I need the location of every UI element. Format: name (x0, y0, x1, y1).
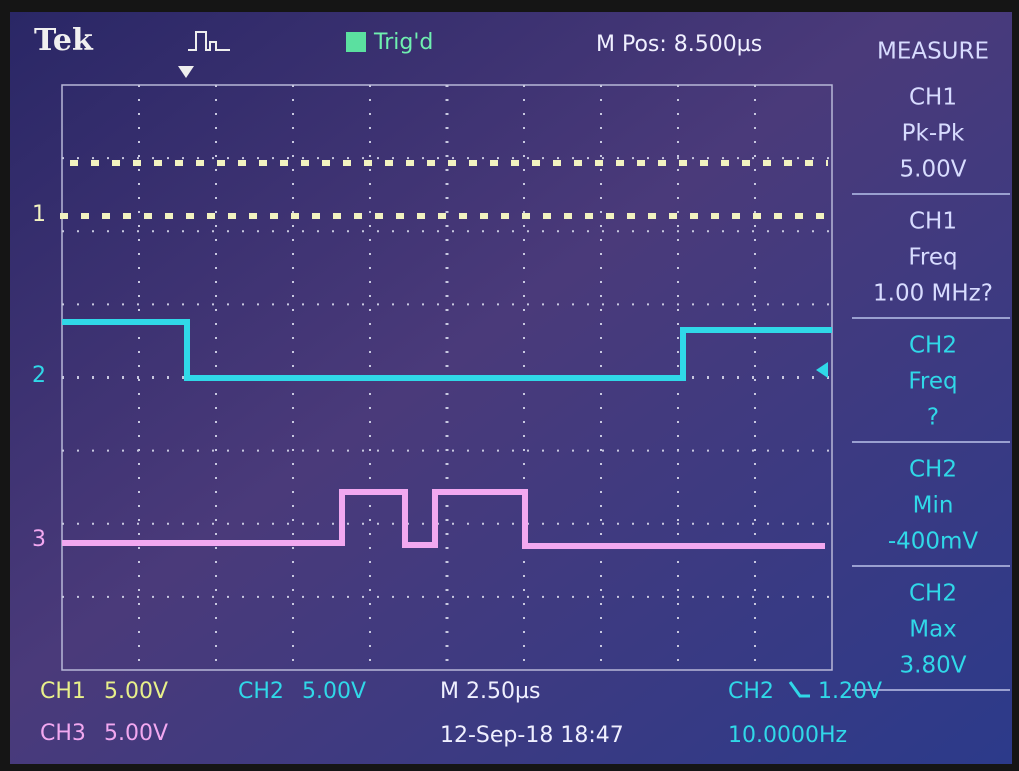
measure-source: CH1 (909, 85, 957, 111)
channel-marker: 2 (32, 363, 46, 388)
ch1-scale: 5.00V (104, 679, 168, 704)
ch3-scale: 5.00V (104, 721, 168, 746)
trigger-state: Trig'd (373, 30, 433, 55)
measure-type: Pk-Pk (902, 121, 965, 147)
ch3-label: CH3 (40, 721, 86, 746)
measure-source: CH2 (909, 457, 957, 483)
measure-value: 3.80V (900, 653, 967, 679)
measure-type: Freq (908, 369, 957, 395)
brand: Tek (34, 23, 94, 58)
measure-value: 5.00V (900, 157, 967, 183)
date-time: 12-Sep-18 18:47 (440, 723, 624, 748)
channel-marker: 3 (32, 527, 46, 552)
run-icon (346, 32, 366, 52)
measure-source: CH2 (909, 581, 957, 607)
trigger-frequency: 10.0000Hz (728, 723, 847, 748)
timebase: M 2.50µs (440, 679, 540, 704)
measure-title: MEASURE (877, 39, 989, 65)
display (10, 12, 1012, 764)
measure-type: Min (913, 493, 954, 519)
oscilloscope-screen: Tek Trig'd M Pos: 8.500µs MEASURE CH1 Pk-… (0, 0, 1019, 771)
measure-value: 1.00 MHz? (873, 281, 993, 307)
measure-type: Freq (908, 245, 957, 271)
measure-value: ? (927, 405, 939, 431)
trigger-level: 1.20V (818, 679, 882, 704)
measure-source: CH2 (909, 333, 957, 359)
ch2-scale: 5.00V (302, 679, 366, 704)
measure-source: CH1 (909, 209, 957, 235)
ch2-label: CH2 (238, 679, 284, 704)
ch1-label: CH1 (40, 679, 86, 704)
horizontal-position: M Pos: 8.500µs (596, 32, 762, 57)
trigger-source: CH2 (728, 679, 774, 704)
measure-value: -400mV (888, 529, 979, 555)
measure-type: Max (909, 617, 957, 643)
channel-marker: 1 (32, 202, 46, 227)
